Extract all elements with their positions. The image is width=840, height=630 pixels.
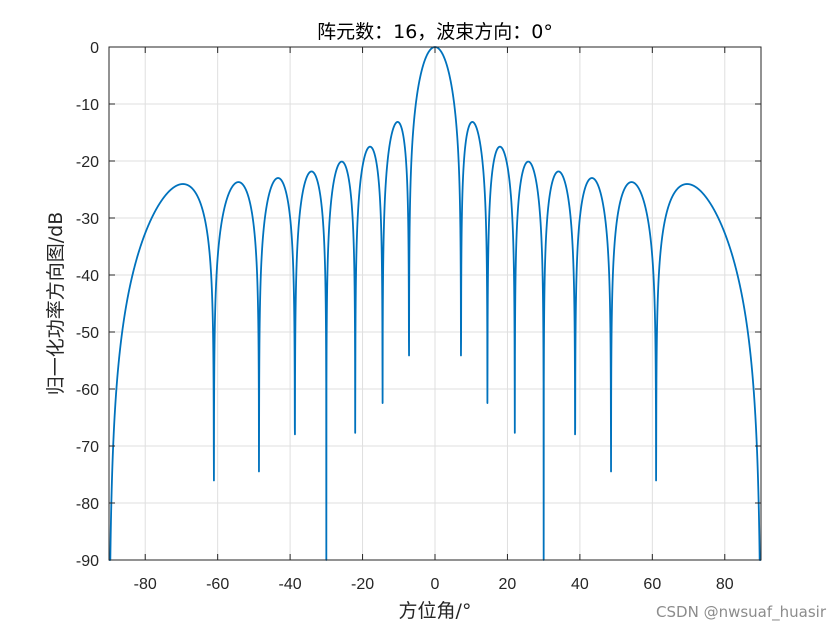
x-axis: -80 -60 -40 -20 0 20 40 60 80 [134, 47, 734, 593]
y-tick-label: -20 [76, 154, 99, 171]
x-tick-label: 80 [716, 576, 734, 593]
grid [109, 46, 761, 561]
x-tick-label: 40 [571, 576, 589, 593]
x-tick-label: -20 [351, 576, 374, 593]
x-tick-label: 20 [499, 576, 517, 593]
y-tick-label: -30 [76, 211, 99, 228]
watermark: CSDN @nwsuaf_huasir [656, 603, 827, 622]
x-axis-label: 方位角/° [399, 600, 472, 622]
y-tick-label: -40 [76, 268, 99, 285]
y-tick-label: -60 [76, 382, 99, 399]
x-tick-label: 0 [431, 576, 440, 593]
x-tick-label: -60 [206, 576, 229, 593]
x-tick-label: -40 [279, 576, 302, 593]
y-tick-label: -50 [76, 325, 99, 342]
y-axis: 0 -10 -20 -30 -40 -50 -60 -70 -80 -90 [76, 40, 761, 570]
y-tick-label: -70 [76, 439, 99, 456]
y-tick-label: -80 [76, 496, 99, 513]
x-tick-label: 60 [643, 576, 661, 593]
x-tick-label: -80 [134, 576, 157, 593]
chart-title: 阵元数：16，波束方向：0° [317, 21, 553, 43]
y-tick-label: 0 [90, 40, 99, 57]
y-tick-label: -10 [76, 97, 99, 114]
y-tick-label: -90 [76, 553, 99, 570]
y-axis-label: 归一化功率方向图/dB [45, 212, 67, 396]
